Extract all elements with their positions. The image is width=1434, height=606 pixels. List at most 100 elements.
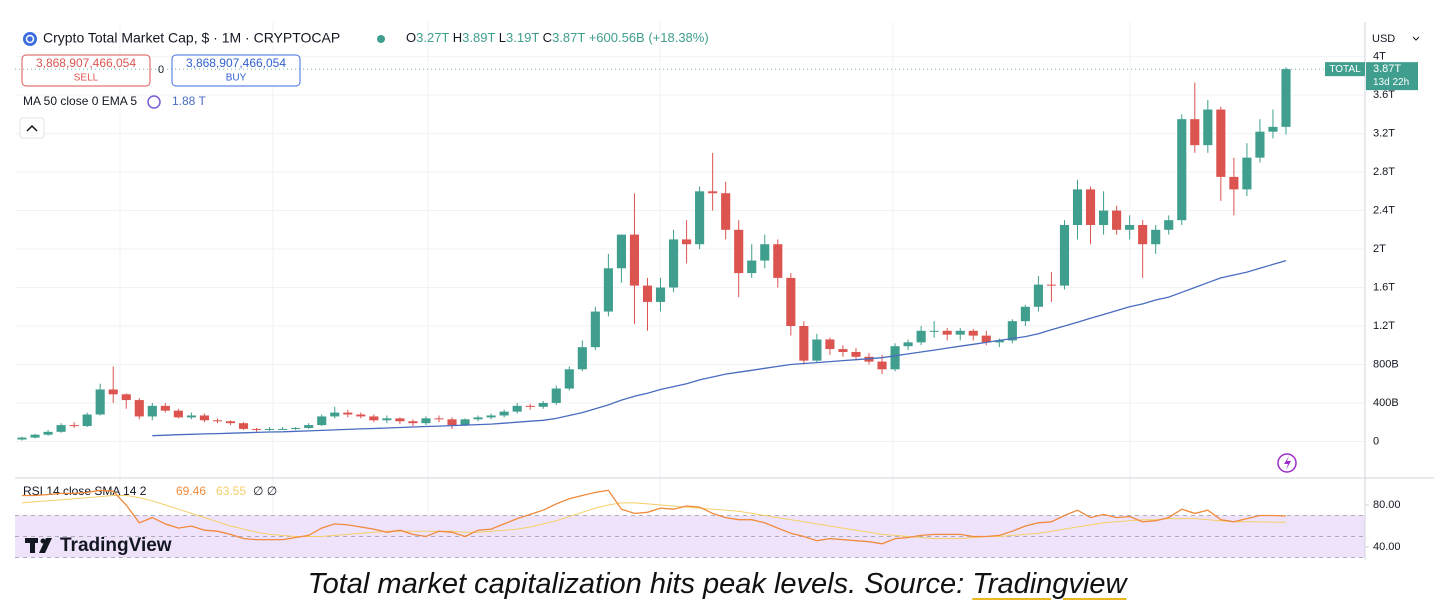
candle-body [186,415,196,418]
candle-body [69,425,79,427]
candle-body [1020,306,1030,322]
y-tick-label: 1.6T [1373,281,1395,293]
candle-body [225,421,236,424]
buy-label: BUY [226,73,247,84]
chart: Crypto Total Market Cap, $ · 1M · CRYPTO… [15,22,1434,560]
candle-body [981,335,991,343]
candle-body [1099,210,1109,225]
y-tick-label: 2.4T [1373,204,1395,216]
candle-body [134,400,144,417]
caption: Total market capitalization hits peak le… [0,562,1434,606]
candle-body [1268,126,1278,132]
candle-body [916,330,926,343]
currency-chevron [1412,36,1420,41]
candle-body [1281,69,1291,127]
price-tag-countdown: 13d 22h [1373,77,1409,88]
rsi-sma-value: 63.55 [216,484,246,498]
candle-body [655,287,666,302]
candle-body [942,330,952,335]
buy-button[interactable] [171,54,301,87]
candle-body [629,234,640,286]
candle-body [799,326,809,361]
price-tag-bg [1366,62,1418,91]
candle-body [460,419,470,426]
candle-body [408,421,418,424]
candle-body [851,351,861,357]
alert-bolt [1284,456,1291,470]
candle-body [343,412,353,415]
ma-legend: MA 50 close 0 EMA 5 [23,94,137,108]
rsi-empty: ∅ ∅ [253,484,277,498]
currency[interactable]: USD [1372,33,1395,45]
market-status [377,35,385,43]
candle-body [1216,109,1226,177]
candle-body [1085,189,1096,225]
candle-body [812,339,822,361]
chart-title: Crypto Total Market Cap, $ · 1M · CRYPTO… [43,30,340,46]
candle-body [1046,284,1057,286]
candle-body [421,418,431,424]
candle-body [199,415,209,421]
sell-button[interactable] [21,54,151,87]
candle-body [1177,119,1187,221]
candle-body [1151,229,1161,245]
candle-body [82,414,92,427]
candle-body [121,394,131,401]
candle-body [1229,176,1239,190]
candle-body [1242,157,1252,190]
candle-body [668,239,679,288]
candle-body [838,349,848,352]
caption-link[interactable]: Tradingview [972,568,1127,600]
ma-line [152,259,1287,437]
candle-body [1203,109,1213,146]
candle-body [682,239,692,245]
candle-body [356,414,366,417]
candle-body [616,234,626,269]
candle-body [395,418,405,422]
buy-price: 3,868,907,466,054 [186,56,286,70]
y-tick-label: 3.2T [1373,128,1395,140]
candle-body [486,415,496,418]
candle-body [212,420,223,422]
y-tick-label: 0 [1373,435,1379,447]
candle-body [382,418,392,421]
candle-body [968,330,978,336]
candle-body [160,405,170,411]
rsi-line [22,489,1287,545]
collapse-button[interactable] [19,117,45,139]
candle-body [642,285,653,302]
price-tag-price: 3.87T [1373,63,1401,75]
logo: TradingView [25,535,172,556]
candle-body [56,425,66,432]
alert-icon[interactable] [1277,453,1297,473]
candle-body [1164,220,1174,230]
candle-body [512,405,522,412]
rsi-sma-line [21,495,1287,540]
candle-body [17,437,27,440]
candle-body [903,342,913,347]
candle-body [525,405,535,407]
candle-body [30,434,40,438]
candle-body [538,402,548,407]
ohlc: O3.27T H3.89T L3.19T C3.87T +600.56B (+1… [406,30,709,45]
symbol-icon [23,32,37,46]
candle-body [825,339,835,350]
candle-body [1059,224,1070,286]
candle-body [330,412,340,417]
price-tag-symbol: TOTAL [1329,64,1361,75]
rsi-tick-label: 80.00 [1373,499,1401,511]
candle-body [1125,224,1135,230]
candle-body [447,419,457,426]
ma-value: 1.88 T [172,94,206,108]
candle-body [291,427,301,429]
ma-icon [147,95,161,109]
logo-text: TradingView [60,535,172,556]
candle-body [317,416,327,426]
candle-body [577,347,587,370]
candle-body [734,229,744,274]
caption-text: Total market capitalization hits peak le… [307,568,973,600]
price-tag-symbol-bg [1325,62,1365,77]
y-tick-label: 800B [1373,358,1399,370]
candle-body [434,418,444,420]
candle-body [994,340,1004,343]
